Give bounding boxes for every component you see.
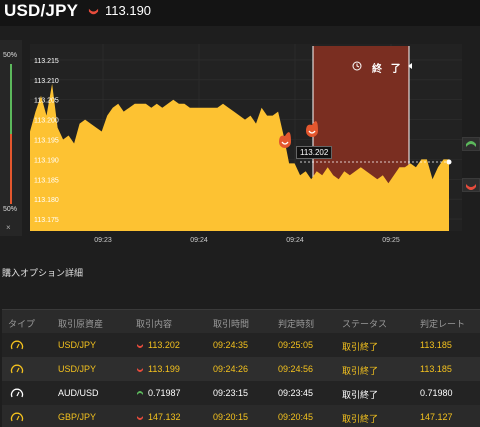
current-price: 113.190 — [105, 3, 152, 18]
status-cell: 取引終了 — [342, 414, 379, 424]
entry-price-tag: 113.202 — [296, 146, 333, 159]
status-cell: 取引終了 — [342, 342, 379, 352]
rate-cell: 147.132 — [148, 412, 181, 422]
x-tick-label: 09:25 — [382, 237, 400, 244]
judge-time-cell: 09:23:45 — [278, 388, 314, 398]
currency-pair-title: USD/JPY — [4, 1, 79, 20]
purchase-details-title: 購入オプション詳細 — [2, 268, 84, 278]
entry-marker-2 — [306, 121, 318, 137]
column-header: 判定レート — [420, 319, 466, 329]
column-header: 取引時間 — [213, 319, 250, 329]
result-rate-cell: 147.127 — [420, 412, 453, 422]
column-header: タイプ — [8, 319, 36, 329]
down-arrow-icon — [137, 344, 143, 348]
rate-cell: 113.202 — [148, 340, 180, 350]
status-cell: 取引終了 — [342, 366, 379, 376]
y-tick-label: 113.210 — [34, 78, 59, 85]
asset-cell: USD/JPY — [58, 364, 97, 374]
status-cell: 取引終了 — [342, 390, 379, 400]
y-axis-ticks: 113.215 113.210 113.205 113.200 113.195 113.1… — [34, 58, 59, 224]
table-row[interactable]: AUD/USD 0.71987 09:23:15 09:23:45 取引終了 0.7198… — [2, 381, 480, 405]
y-tick-label: 113.205 — [34, 98, 59, 105]
call-button[interactable] — [462, 137, 480, 151]
time-cell: 09:23:15 — [213, 388, 249, 398]
column-header: 取引内容 — [136, 319, 173, 329]
asset-cell: AUD/USD — [58, 388, 99, 398]
chevron-left-icon[interactable] — [408, 63, 412, 69]
meter-close-button[interactable]: × — [6, 223, 11, 232]
column-header: 取引原資産 — [58, 319, 104, 329]
y-tick-label: 113.190 — [34, 157, 59, 164]
result-rate-cell: 113.185 — [420, 340, 452, 350]
meter-bottom-label: 50% — [3, 206, 18, 213]
judge-time-cell: 09:20:45 — [278, 412, 314, 422]
gauge-icon — [10, 388, 24, 398]
judge-time-cell: 09:25:05 — [278, 340, 314, 350]
y-tick-label: 113.175 — [34, 217, 59, 224]
entry-marker-1 — [279, 132, 291, 148]
result-rate-cell: 0.71980 — [420, 388, 453, 398]
up-arrow-icon — [137, 391, 143, 395]
asset-cell: GBP/JPY — [58, 412, 97, 422]
price-area-series — [30, 83, 449, 231]
sentiment-meter: 50% 50% × — [0, 40, 22, 236]
result-rate-cell: 113.185 — [420, 364, 452, 374]
gauge-icon — [10, 364, 24, 374]
y-tick-label: 113.185 — [34, 177, 59, 184]
up-arrow-icon — [466, 141, 476, 147]
x-tick-label: 09:23 — [94, 237, 112, 244]
down-arrow-icon — [466, 184, 476, 190]
trade-finished-label: 終 了 — [372, 64, 404, 75]
time-cell: 09:24:26 — [213, 364, 249, 374]
y-tick-label: 113.180 — [34, 197, 59, 204]
meter-up-bar — [10, 64, 12, 134]
x-axis-ticks: 09:23 09:24 09:24 09:25 — [94, 237, 400, 244]
judge-time-cell: 09:24:56 — [278, 364, 314, 374]
column-header: ステータス — [342, 319, 388, 329]
down-arrow-icon — [137, 416, 143, 420]
y-tick-label: 113.200 — [34, 118, 59, 125]
y-tick-label: 113.215 — [34, 58, 59, 65]
time-cell: 09:20:15 — [213, 412, 249, 422]
current-price-dot — [446, 159, 452, 165]
x-tick-label: 09:24 — [286, 237, 304, 244]
down-arrow-icon — [137, 368, 143, 372]
trade-header: USD/JPY 113.190 — [0, 0, 480, 26]
rate-cell: 0.71987 — [148, 388, 181, 398]
purchase-details-table: タイプ 取引原資産 取引内容 取引時間 判定時刻 ステータス 判定レート USD… — [2, 309, 480, 427]
asset-cell: USD/JPY — [58, 340, 97, 350]
table-row[interactable]: USD/JPY 113.202 09:24:35 09:25:05 取引終了 113.18… — [2, 333, 480, 357]
put-button[interactable] — [462, 178, 480, 192]
time-cell: 09:24:35 — [213, 340, 249, 350]
clock-icon — [352, 61, 362, 71]
x-tick-label: 09:24 — [190, 237, 208, 244]
y-tick-label: 113.195 — [34, 137, 59, 144]
price-chart[interactable]: 113.215 113.210 113.205 113.200 113.195 113.1… — [0, 26, 480, 254]
down-arrow-icon — [88, 8, 99, 15]
meter-top-label: 50% — [3, 52, 18, 59]
table-row[interactable]: USD/JPY 113.199 09:24:26 09:24:56 取引終了 113.18… — [2, 357, 480, 381]
table-row[interactable]: GBP/JPY 147.132 09:20:15 09:20:45 取引終了 147.12… — [2, 405, 480, 427]
meter-down-bar — [10, 134, 12, 204]
gauge-icon — [10, 412, 24, 422]
table-header: タイプ 取引原資産 取引内容 取引時間 判定時刻 ステータス 判定レート — [2, 309, 480, 333]
rate-cell: 113.199 — [148, 364, 180, 374]
gauge-icon — [10, 340, 24, 350]
column-header: 判定時刻 — [278, 319, 315, 329]
